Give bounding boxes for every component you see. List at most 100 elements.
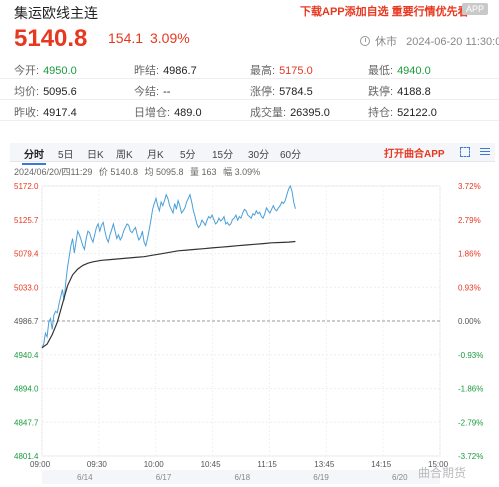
tab-8[interactable]: 60分 — [280, 150, 302, 161]
y-tick-label-left: 5172.0 — [14, 182, 39, 191]
download-app-promo[interactable]: 下载APP添加自选 重要行情优先看 — [300, 6, 469, 18]
stat-value: 5784.5 — [279, 86, 313, 98]
legend-volume: 量 163 — [190, 167, 217, 177]
y-tick-label-right: 2.79% — [458, 216, 481, 225]
stat-value: 489.0 — [174, 107, 202, 119]
y-tick-label-right: -3.72% — [458, 452, 483, 461]
chart-legend: 2024/06/20/四11:29 价 5140.8 均 5095.8 量 16… — [14, 165, 264, 178]
stat-value: 4917.4 — [43, 107, 77, 119]
chart-frame — [41, 185, 441, 457]
y-tick-label-left: 4940.4 — [14, 351, 39, 360]
page-title: 集运欧线主连 — [14, 5, 98, 21]
tab-5[interactable]: 5分 — [180, 150, 196, 161]
tab-1[interactable]: 5日 — [58, 150, 74, 161]
x-tick-label: 14:15 — [371, 460, 392, 469]
settings-icon[interactable] — [480, 147, 490, 157]
open-app-button[interactable]: 打开曲合APP — [384, 149, 445, 160]
stat-label: 均价: — [14, 86, 40, 98]
x-tick-label: 15:00 — [428, 460, 449, 469]
watermark: 曲合期货 — [418, 466, 467, 480]
legend-price: 价 5140.8 — [98, 167, 138, 177]
stat-item: 成交量: 26395.0 — [250, 104, 330, 120]
x-date-label: 6/19 — [313, 473, 329, 482]
tab-4[interactable]: 月K — [147, 150, 164, 161]
tab-0[interactable]: 分时 — [22, 146, 46, 165]
x-tick-label: 09:00 — [30, 460, 51, 469]
stat-item: 跌停: 4188.8 — [368, 83, 431, 99]
stat-value: 4950.0 — [43, 65, 77, 77]
stat-item: 持仓: 52122.0 — [368, 104, 437, 120]
stat-value: 4940.0 — [397, 65, 431, 77]
stat-label: 日增仓: — [134, 107, 171, 119]
stat-item: 今结: -- — [134, 83, 170, 99]
fullscreen-icon[interactable] — [460, 147, 470, 157]
legend-amplitude: 幅 3.09% — [223, 167, 261, 177]
stat-value: 4188.8 — [397, 86, 431, 98]
header: 集运欧线主连 下载APP添加自选 重要行情优先看 APP — [0, 0, 499, 21]
last-price: 5140.8 — [14, 25, 88, 52]
stats-table: 今开: 4950.0 昨结: 4986.7 最高: 5175.0 最低: 4940.0 均价: 5… — [0, 58, 499, 121]
stat-label: 最高: — [250, 65, 276, 77]
stat-label: 成交量: — [250, 107, 287, 119]
y-tick-label-right: 3.72% — [458, 182, 481, 191]
tab-2[interactable]: 日K — [87, 150, 104, 161]
y-tick-label-left: 5079.4 — [14, 250, 39, 259]
x-tick-label: 09:30 — [87, 460, 108, 469]
stat-label: 昨收: — [14, 107, 40, 119]
y-tick-label-left: 5125.7 — [14, 216, 39, 225]
price-change-pct: 3.09% — [150, 30, 190, 46]
clock-icon — [360, 36, 370, 46]
status-text: 休市 — [375, 36, 398, 48]
y-tick-label-right: 0.00% — [458, 317, 481, 326]
y-tick-label-left: 4894.0 — [14, 385, 39, 394]
y-tick-label-right: -0.93% — [458, 351, 483, 360]
legend-time: 2024/06/20/四11:29 — [14, 167, 93, 177]
tab-6[interactable]: 15分 — [212, 150, 234, 161]
stat-item: 均价: 5095.6 — [14, 83, 77, 99]
stat-item: 昨结: 4986.7 — [134, 62, 197, 78]
x-date-label: 6/20 — [392, 473, 408, 482]
date-strip — [42, 470, 440, 484]
y-tick-label-left: 5033.0 — [14, 283, 39, 292]
app-badge[interactable]: APP — [462, 3, 489, 15]
x-date-label: 6/14 — [77, 473, 93, 482]
stat-item: 最高: 5175.0 — [250, 62, 313, 78]
y-tick-label-right: 1.86% — [458, 250, 481, 259]
legend-avg: 均 5095.8 — [144, 167, 184, 177]
market-status: 休市 2024-06-20 11:30:00 — [360, 33, 499, 49]
x-date-label: 6/18 — [235, 473, 251, 482]
y-tick-label-left: 4801.4 — [14, 452, 39, 461]
stat-value: 52122.0 — [397, 107, 437, 119]
stat-item: 今开: 4950.0 — [14, 62, 77, 78]
stat-value: -- — [163, 86, 171, 98]
stat-value: 5095.6 — [43, 86, 77, 98]
stat-label: 涨停: — [250, 86, 276, 98]
stat-value: 26395.0 — [290, 107, 330, 119]
stat-label: 持仓: — [368, 107, 394, 119]
stat-item: 最低: 4940.0 — [368, 62, 431, 78]
stats-row: 今开: 4950.0 昨结: 4986.7 最高: 5175.0 最低: 4940.0 — [0, 58, 499, 79]
tab-7[interactable]: 30分 — [248, 150, 270, 161]
stat-item: 日增仓: 489.0 — [134, 104, 202, 120]
x-tick-label: 11:15 — [257, 460, 277, 469]
stats-row: 昨收: 4917.4 日增仓: 489.0 成交量: 26395.0 持仓: 52122.0 — [0, 100, 499, 121]
stat-value: 4986.7 — [163, 65, 197, 77]
stat-label: 昨结: — [134, 65, 160, 77]
y-tick-label-right: -1.86% — [458, 385, 483, 394]
chart-period-tabs: 打开曲合APP 分时 5日 日K 周K 月K 5分 15分 30分 60分 — [10, 143, 495, 165]
stats-row: 均价: 5095.6 今结: -- 涨停: 5784.5 跌停: 4188.8 — [0, 79, 499, 100]
stat-label: 最低: — [368, 65, 394, 77]
stat-label: 今结: — [134, 86, 160, 98]
y-tick-label-right: 0.93% — [458, 283, 481, 292]
average-line — [41, 240, 296, 349]
price-change: 154.1 — [108, 30, 144, 46]
y-tick-label-right: -2.79% — [458, 418, 483, 427]
status-datetime: 2024-06-20 11:30:00 — [406, 36, 499, 48]
x-tick-label: 10:00 — [144, 460, 165, 469]
stat-label: 跌停: — [368, 86, 394, 98]
stat-label: 今开: — [14, 65, 40, 77]
stat-item: 昨收: 4917.4 — [14, 104, 77, 120]
stat-value: 5175.0 — [279, 65, 313, 77]
tab-3[interactable]: 周K — [116, 150, 133, 161]
